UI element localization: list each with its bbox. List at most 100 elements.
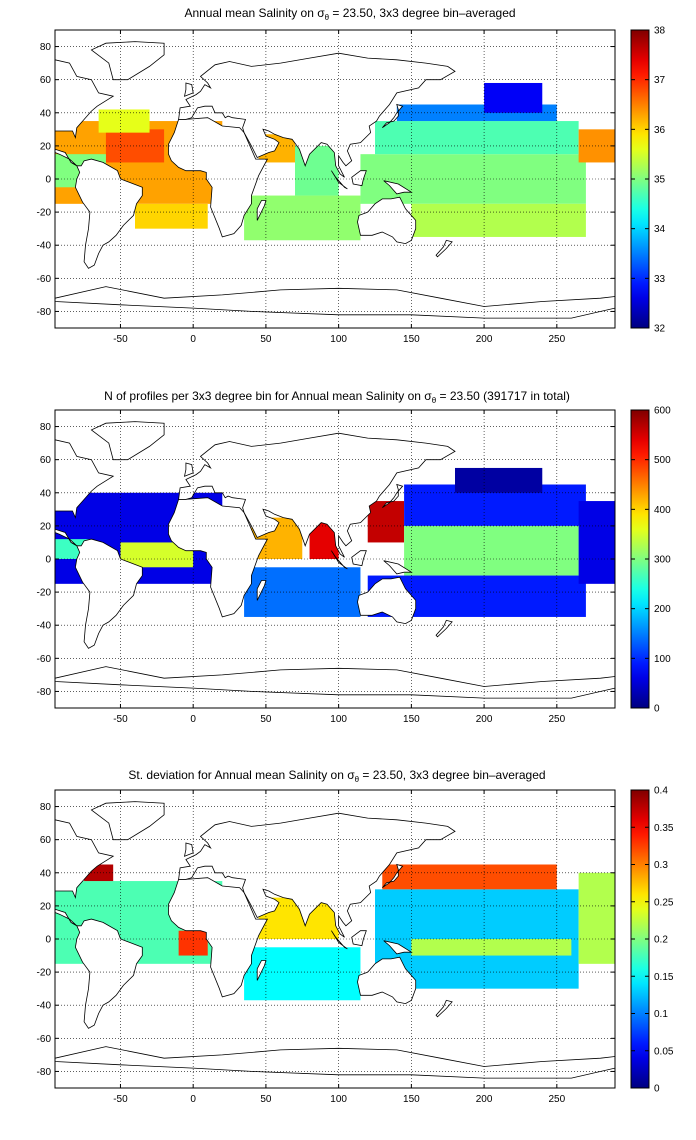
coastline — [183, 842, 194, 857]
data-cell — [375, 121, 579, 155]
x-tick-label: 150 — [403, 334, 420, 345]
y-tick-label: -80 — [37, 307, 52, 318]
colorbar-tick-label: 0 — [654, 1084, 660, 1095]
coastline — [381, 103, 404, 129]
x-tick-label: 200 — [476, 1094, 493, 1105]
y-tick-label: -60 — [37, 274, 52, 285]
coastline — [178, 52, 456, 178]
colorbar-tick-label: 0.4 — [654, 786, 668, 797]
colorbar-tick-label: 33 — [654, 274, 666, 285]
x-tick-label: 50 — [260, 714, 272, 725]
colorbar-tick-label: 600 — [654, 406, 671, 417]
y-tick-label: -20 — [37, 588, 52, 599]
data-cell — [105, 129, 165, 163]
coastline — [351, 170, 367, 187]
colorbar-tick-label: 34 — [654, 224, 666, 235]
colorbar-tick-label: 100 — [654, 654, 671, 665]
colorbar-tick-label: 0.25 — [654, 897, 674, 908]
coastline — [381, 483, 404, 509]
coastline — [381, 863, 404, 889]
colorbar-tick-label: 0.2 — [654, 935, 668, 946]
coastline — [383, 940, 413, 955]
x-tick-label: -50 — [113, 714, 128, 725]
coastline — [351, 930, 367, 947]
coastline — [383, 180, 413, 195]
std-deviation-panel: St. deviation for Annual mean Salinity o… — [37, 768, 674, 1105]
coastline — [435, 619, 453, 638]
coastline — [90, 41, 165, 81]
coastline — [435, 999, 453, 1018]
y-tick-label: -20 — [37, 968, 52, 979]
coastline — [357, 956, 417, 1005]
x-tick-label: 0 — [190, 714, 196, 725]
coastline — [183, 462, 194, 477]
y-tick-label: 80 — [40, 422, 52, 433]
x-tick-label: 250 — [548, 714, 565, 725]
salinity-title: Annual mean Salinity on σθ = 23.50, 3x3 … — [184, 6, 515, 22]
y-tick-label: -80 — [37, 1067, 52, 1078]
colorbar-tick-label: 35 — [654, 175, 666, 186]
data-cell — [404, 525, 586, 576]
colorbar-tick-label: 0 — [654, 704, 660, 715]
data-cell — [135, 203, 208, 229]
profile-count-panel: N of profiles per 3x3 degree bin for Ann… — [37, 389, 672, 725]
coastline — [351, 550, 367, 567]
y-tick-label: -40 — [37, 621, 52, 632]
salinity-panel: Annual mean Salinity on σθ = 23.50, 3x3 … — [37, 6, 666, 345]
coastline — [55, 666, 615, 699]
data-cell — [484, 82, 543, 113]
profile-count-title: N of profiles per 3x3 degree bin for Ann… — [104, 389, 570, 405]
data-cell — [244, 947, 361, 1001]
coastline — [90, 421, 165, 461]
coastline — [357, 196, 417, 245]
data-cell — [360, 154, 586, 204]
y-tick-label: 80 — [40, 802, 52, 813]
y-tick-label: -60 — [37, 1034, 52, 1045]
colorbar-tick-label: 200 — [654, 604, 671, 615]
y-tick-label: 20 — [40, 141, 52, 152]
x-tick-label: 250 — [548, 1094, 565, 1105]
coastline — [55, 59, 115, 140]
map-area — [55, 421, 615, 699]
x-tick-label: 150 — [403, 714, 420, 725]
data-cell — [244, 567, 361, 617]
y-tick-label: -60 — [37, 654, 52, 665]
x-tick-label: 100 — [330, 714, 347, 725]
x-tick-label: 250 — [548, 334, 565, 345]
data-cell — [578, 129, 615, 163]
y-tick-label: -40 — [37, 241, 52, 252]
colorbar-tick-label: 500 — [654, 455, 671, 466]
y-tick-label: -40 — [37, 1001, 52, 1012]
coastline — [90, 801, 165, 841]
colorbar-tick-label: 36 — [654, 125, 666, 136]
y-tick-label: 40 — [40, 868, 52, 879]
coastline — [331, 550, 348, 570]
data-cell — [578, 872, 615, 964]
x-tick-label: 0 — [190, 334, 196, 345]
colorbar-tick-label: 400 — [654, 505, 671, 516]
coastline — [256, 580, 267, 601]
std-deviation-title: St. deviation for Annual mean Salinity o… — [128, 768, 545, 784]
data-cell — [367, 501, 405, 543]
colorbar-tick-label: 0.15 — [654, 972, 674, 983]
y-tick-label: 60 — [40, 75, 52, 86]
x-tick-label: 200 — [476, 334, 493, 345]
x-tick-label: 100 — [330, 334, 347, 345]
y-tick-label: -20 — [37, 208, 52, 219]
coastline — [331, 930, 348, 950]
x-tick-label: 50 — [260, 1094, 272, 1105]
y-tick-label: 0 — [45, 175, 51, 186]
y-tick-label: 20 — [40, 521, 52, 532]
coastline — [178, 812, 456, 938]
y-tick-label: 40 — [40, 108, 52, 119]
coastline — [383, 560, 413, 575]
colorbar-tick-label: 0.1 — [654, 1009, 668, 1020]
coastline — [331, 170, 348, 190]
coastline — [55, 439, 115, 520]
data-cell — [411, 203, 586, 237]
x-tick-label: 200 — [476, 714, 493, 725]
coastline — [256, 200, 267, 221]
y-tick-label: -80 — [37, 687, 52, 698]
y-tick-label: 0 — [45, 935, 51, 946]
